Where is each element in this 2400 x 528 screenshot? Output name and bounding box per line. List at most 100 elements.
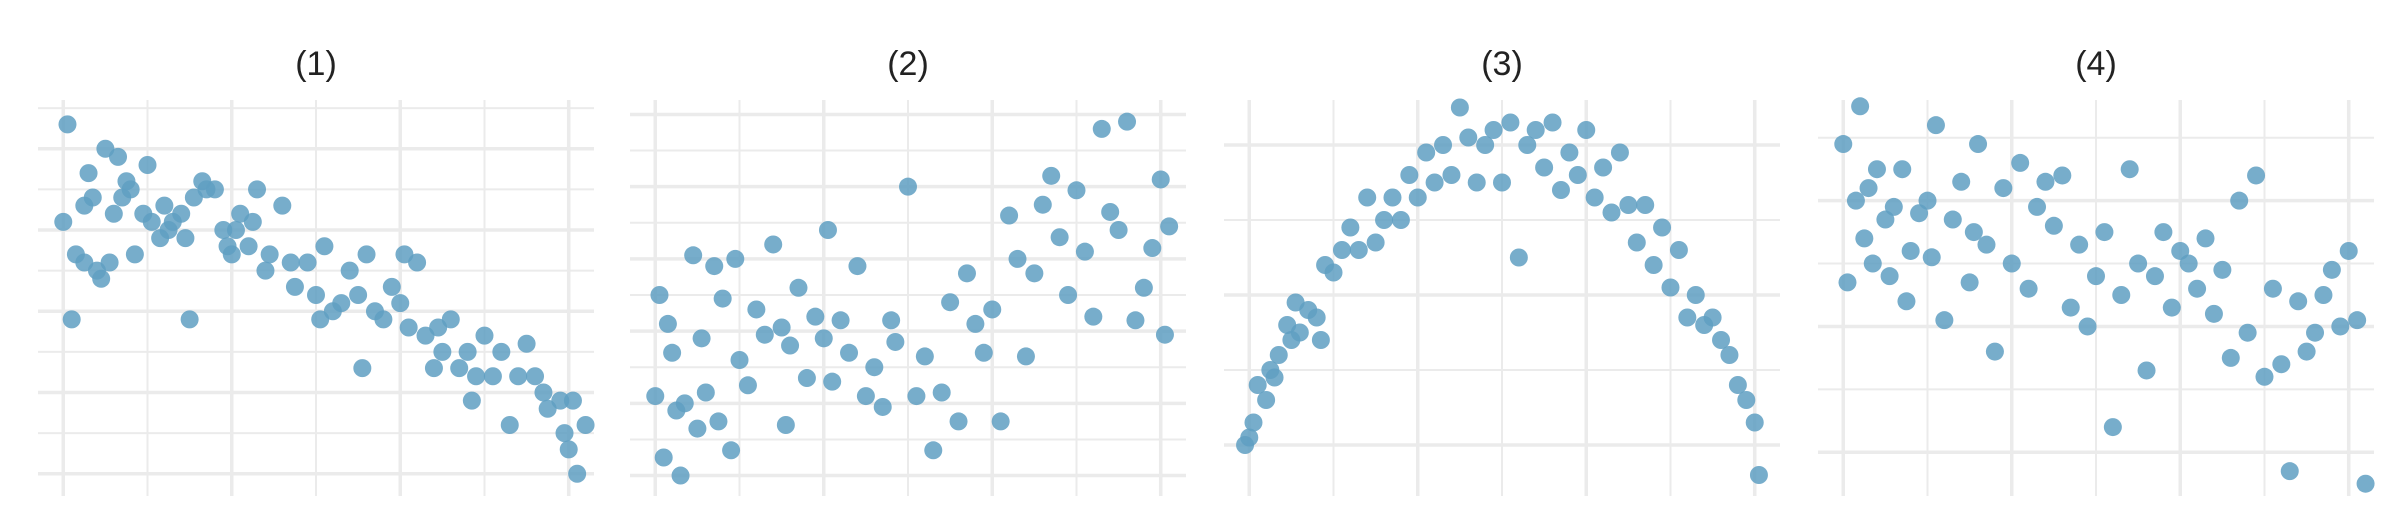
point (1332, 241, 1351, 259)
point (1383, 188, 1402, 207)
point (957, 264, 976, 283)
point (458, 342, 477, 361)
point (1509, 248, 1528, 267)
point (848, 257, 867, 276)
point (315, 237, 334, 256)
point (2263, 279, 2282, 298)
point (462, 391, 481, 410)
point (1880, 267, 1899, 286)
point (1627, 233, 1646, 252)
point (886, 332, 905, 351)
point (764, 235, 783, 254)
point (332, 294, 351, 313)
point (1307, 308, 1326, 327)
point (1391, 211, 1410, 229)
point (1290, 323, 1309, 342)
point (433, 342, 452, 361)
point (424, 359, 443, 378)
point (1969, 135, 1988, 154)
point (2112, 286, 2131, 304)
point (789, 278, 808, 297)
point (722, 441, 741, 460)
point (1610, 143, 1629, 162)
point (492, 342, 511, 361)
point (2196, 229, 2215, 248)
point (243, 212, 262, 231)
point (818, 221, 837, 239)
point (1926, 116, 1945, 135)
point (1155, 325, 1174, 344)
point (1678, 308, 1697, 327)
point (1543, 113, 1562, 132)
point (1728, 376, 1747, 394)
point (713, 289, 732, 308)
point (1134, 278, 1153, 297)
point (1577, 121, 1596, 139)
point (658, 314, 677, 333)
point (1901, 241, 1920, 260)
point (1467, 173, 1486, 192)
point (1442, 166, 1461, 184)
point (349, 286, 368, 304)
point (1897, 292, 1916, 311)
point (1535, 158, 1554, 177)
point (1476, 136, 1495, 154)
point (1551, 181, 1570, 199)
point (441, 310, 460, 329)
point (1075, 242, 1094, 261)
point (1661, 278, 1680, 297)
point (1964, 223, 1983, 242)
point (1686, 286, 1705, 304)
panel-title: (3) (1481, 45, 1523, 83)
point (357, 245, 376, 264)
point (1985, 342, 2004, 361)
point (814, 329, 833, 348)
point (797, 369, 816, 388)
point (696, 383, 715, 402)
point (180, 310, 199, 329)
point (730, 351, 749, 369)
point (534, 383, 553, 402)
point (109, 147, 128, 166)
point (2255, 367, 2274, 386)
point (781, 336, 800, 355)
point (155, 196, 174, 215)
point (966, 314, 985, 333)
point (1109, 221, 1128, 239)
point (399, 318, 418, 337)
point (563, 391, 582, 410)
point (2297, 342, 2316, 361)
point (214, 221, 233, 239)
point (1960, 273, 1979, 292)
point (1257, 391, 1276, 409)
point (2154, 223, 2173, 242)
point (138, 156, 157, 174)
point (92, 269, 111, 288)
point (2070, 235, 2089, 254)
point (1585, 188, 1604, 207)
point (1434, 136, 1453, 154)
point (688, 419, 707, 438)
point (1867, 160, 1886, 179)
point (663, 343, 682, 362)
point (2028, 197, 2047, 216)
point (281, 253, 300, 272)
point (2179, 254, 2198, 273)
point (1935, 311, 1954, 330)
point (239, 237, 258, 256)
point (483, 367, 502, 386)
point (576, 416, 595, 434)
point (125, 245, 144, 264)
point (1101, 202, 1120, 221)
point (1994, 179, 2013, 198)
point (1745, 413, 1764, 432)
point (1459, 128, 1478, 147)
point (2095, 223, 2114, 242)
point (1311, 331, 1330, 349)
point (2053, 166, 2072, 185)
point (298, 253, 317, 272)
point (1358, 188, 1377, 207)
point (949, 412, 968, 431)
point (176, 229, 195, 248)
